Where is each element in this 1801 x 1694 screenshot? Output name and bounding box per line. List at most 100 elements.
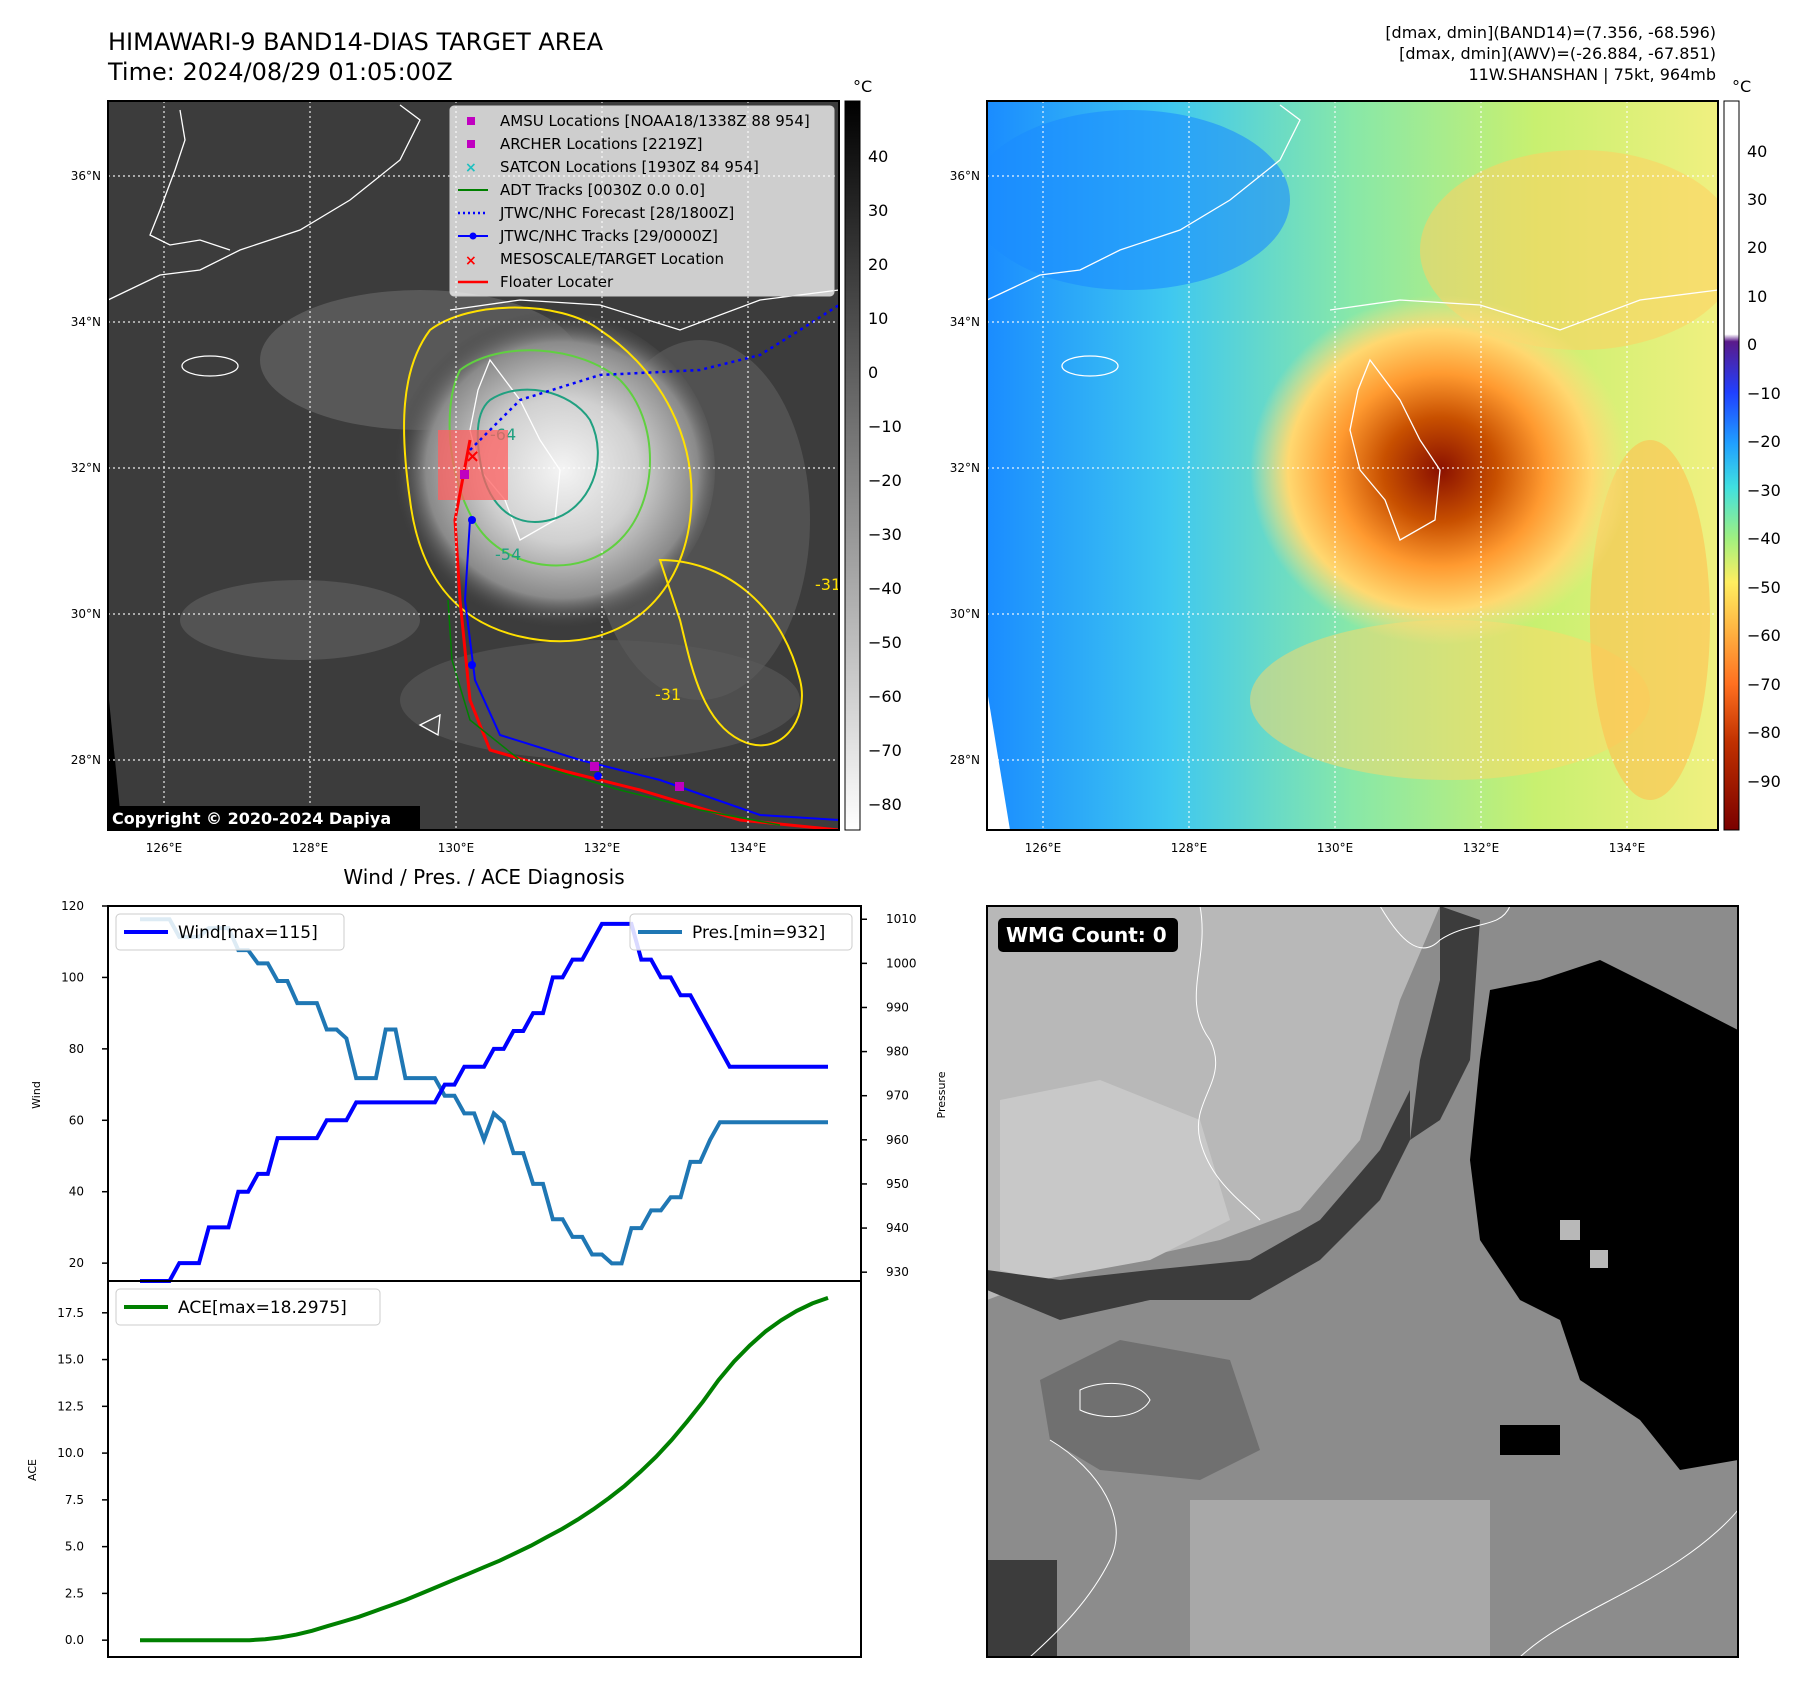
wmg-black-block [1500,1425,1560,1455]
contour-label: -31 [815,575,841,594]
pressure-tick-label: 950 [886,1177,909,1191]
colorbar-gradient [844,100,861,831]
lat-tick: 34°N [950,315,980,329]
colorbar-tick: −10 [868,417,902,436]
ace-legend-label: ACE[max=18.2975] [178,1298,347,1318]
colorbar-gradient [1723,100,1740,831]
colorbar-tick: 10 [1747,287,1767,306]
amsu-marker [675,782,684,791]
legend-label: ADT Tracks [0030Z 0.0 0.0] [500,181,705,199]
colorbar-tick: −20 [1747,432,1781,451]
colorbar-tick: −60 [868,687,902,706]
colorbar-tick: −80 [868,795,902,814]
wmg-count-label: WMG Count: 0 [1006,923,1167,947]
awv-colorbar: °C 40 30 20 10 0 −10 −20 −30 −40 −50 −60… [1723,77,1781,831]
awv-lat-ticks: 36°N 34°N 32°N 30°N 28°N [950,169,980,767]
awv-gridlines [987,101,1718,830]
lon-tick: 132°E [584,841,621,855]
contour-label: -54 [495,545,521,564]
target-x-marker: × [465,446,480,467]
colorbar-tick: −40 [1747,529,1781,548]
info-awv: [dmax, dmin](AWV)=(-26.884, -67.851) [1399,44,1716,63]
pressure-tick-label: 980 [886,1045,909,1059]
wind-tick-label: 120 [61,899,84,913]
island-coastline [181,355,239,377]
ace-tick-label: 15.0 [57,1353,84,1367]
info-storm: 11W.SHANSHAN | 75kt, 964mb [1468,65,1716,84]
lat-tick: 30°N [950,607,980,621]
lon-tick: 134°E [730,841,767,855]
ace-tick-label: 17.5 [57,1306,84,1320]
legend-swatch-target: × [465,253,477,269]
lon-tick: 128°E [1171,841,1208,855]
wind-legend-label: Wind[max=115] [178,923,318,943]
colorbar-tick: −50 [1747,578,1781,597]
pressure-tick-label: 1010 [886,912,917,926]
wmg-dark-block [987,1560,1057,1657]
ace-legend: ACE[max=18.2975] [115,1288,381,1326]
contour-yellow [658,558,803,747]
legend-label: ARCHER Locations [2219Z] [500,135,703,153]
amsu-marker [590,762,599,771]
figure-title: HIMAWARI-9 BAND14-DIAS TARGET AREA [108,28,604,56]
ace-frame [107,1280,862,1658]
colorbar-tick: −40 [868,579,902,598]
contour-yellow [403,306,693,643]
jtwc-track [463,519,839,821]
storm-cloud [375,310,715,630]
wind-pressure-panel: Wind Pressure 20 40 60 80 100 120 930 940 950 96… [30,899,948,1283]
coastline [108,104,421,301]
legend-label: SATCON Locations [1930Z 84 954] [500,158,759,176]
track-point [594,772,602,780]
colorbar-tick: −80 [1747,723,1781,742]
wind-tick-label: 40 [69,1185,84,1199]
colorbar-tick: 20 [868,255,888,274]
awv-band [1250,620,1650,780]
wmg-coastline [1519,1509,1738,1657]
wmg-frame [986,905,1739,1658]
lon-tick: 128°E [292,841,329,855]
band14-lat-ticks: 36°N 34°N 32°N 30°N 28°N [71,169,101,767]
colorbar-tick: 20 [1747,238,1767,257]
info-band14: [dmax, dmin](BAND14)=(7.356, -68.596) [1385,23,1716,42]
wind-legend: Wind[max=115] [115,913,345,951]
lat-tick: 36°N [950,169,980,183]
colorbar-tick: −10 [1747,384,1781,403]
wind-ticks: 20 40 60 80 100 120 [61,899,108,1270]
colorbar-tick: −60 [1747,626,1781,645]
legend-label: Floater Locater [500,273,614,291]
pressure-tick-label: 1000 [886,956,917,970]
colorbar-tick: −70 [868,741,902,760]
wind-pressure-frame [107,905,862,1282]
ace-panel: ACE 0.0 2.5 5.0 7.5 10.0 12.5 15.0 17.5 ACE[max… [26,1280,862,1658]
target-box [438,430,508,500]
colorbar-tick: 40 [868,147,888,166]
wmg-panel: WMG Count: 0 [986,905,1739,1658]
colorbar-tick: −90 [1747,772,1781,791]
ace-tick-label: 10.0 [57,1446,84,1460]
amsu-marker [460,470,469,479]
lat-tick: 30°N [71,607,101,621]
wind-tick-label: 60 [69,1113,84,1127]
legend-label: AMSU Locations [NOAA18/1338Z 88 954] [500,112,810,130]
awv-lon-ticks: 126°E 128°E 130°E 132°E 134°E [1025,841,1646,855]
track-point [468,516,476,524]
cloud-band [400,640,800,760]
colorbar-unit: °C [1732,77,1751,96]
pressure-tick-label: 990 [886,1000,909,1014]
band14-map: -54 -31 -64 -31 × [71,100,841,855]
pressure-legend-box [629,913,853,951]
map-legend: × × AMSU Locations [NOAA18/1338Z 88 954]… [449,105,835,297]
coastline [469,358,561,541]
diagnosis-title: Wind / Pres. / ACE Diagnosis [343,865,624,889]
ace-series-line [140,1296,829,1643]
ace-tick-label: 12.5 [57,1399,84,1413]
wmg-coastline [1029,1439,1117,1657]
colorbar-tick: 40 [1747,142,1767,161]
wmg-dark-band [1410,906,1480,1140]
ace-tick-label: 5.0 [65,1540,84,1554]
legend-box [449,105,835,297]
wmg-coastline [1195,906,1261,1221]
colorbar-tick: −30 [868,525,902,544]
coastline [1349,358,1441,541]
